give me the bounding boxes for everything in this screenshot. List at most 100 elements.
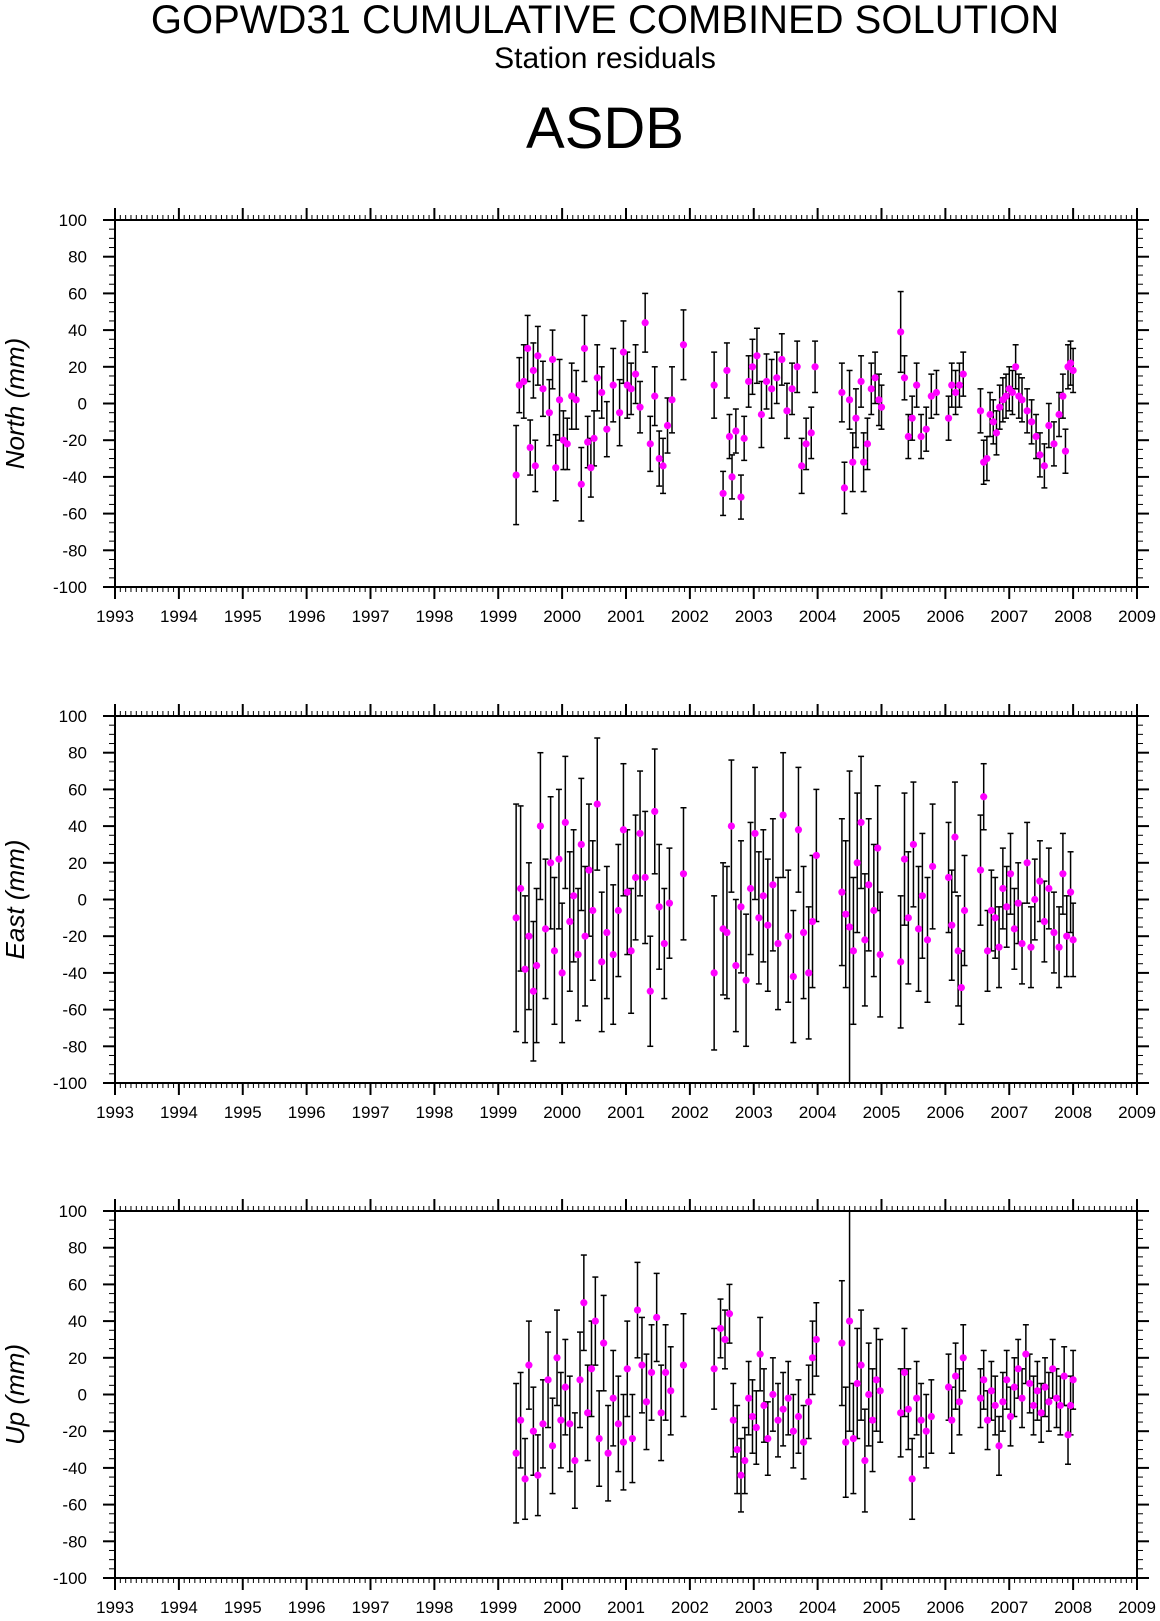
data-point [529,987,537,995]
data-point [764,1434,772,1443]
chart-title: GOPWD31 CUMULATIVE COMBINED SOLUTION [150,0,1060,42]
data-point [614,906,622,915]
x-tick-label: 1993 [96,607,134,626]
data-point [1064,1431,1072,1439]
data-point [748,363,757,371]
data-point [525,1361,533,1369]
data-point [534,1471,542,1479]
data-point [633,1306,642,1314]
data-point [1023,859,1031,867]
data-point [512,914,520,922]
data-point [566,1420,574,1428]
data-point [748,1412,757,1421]
data-point [1055,943,1063,951]
data-point [641,873,649,882]
data-point [842,1438,850,1446]
x-tick-label: 1999 [479,1598,517,1617]
data-point [1018,396,1026,404]
data-point [944,1383,953,1391]
data-point [524,344,532,353]
y-tick-label: -100 [53,1074,87,1093]
data-point [614,1420,622,1428]
data-point [590,434,598,442]
north-panel: 1993 1994 1995 1996 1997 1998 1999 2000 2001 2002… [0,208,1156,626]
data-point [751,829,759,838]
data-point [600,1339,608,1347]
data-point [604,1449,612,1457]
data-point [544,1376,552,1384]
data-point [659,462,667,470]
data-point [1040,917,1048,926]
data-point [1060,1372,1068,1380]
data-point [598,958,606,966]
data-point [631,370,640,378]
data-point [619,1438,628,1446]
data-point [784,932,792,940]
data-point [1012,363,1020,371]
data-point [593,374,601,382]
data-point [636,403,644,411]
data-point [897,1409,905,1417]
y-tick-label: 40 [68,321,87,340]
x-tick-label: 2002 [671,607,709,626]
data-point [877,403,886,411]
data-point [1061,447,1070,455]
data-point [539,1420,547,1428]
data-point [733,1445,741,1454]
data-point [808,917,817,926]
y-tick-label: -60 [62,1496,87,1515]
data-point [808,1354,817,1362]
x-tick-label: 1996 [288,607,326,626]
data-point [547,859,555,867]
data-point [842,910,850,918]
data-point [768,385,776,393]
data-point [1003,903,1011,911]
data-point [520,377,528,386]
data-point [794,826,803,834]
data-point [561,818,569,827]
data-point [948,381,956,389]
data-point [566,917,574,926]
data-point [710,381,718,389]
data-point [908,1475,916,1483]
y-tick-label: 100 [59,211,87,230]
data-point [857,818,865,827]
data-point [857,377,865,386]
data-point [955,1398,964,1406]
data-point [913,1394,921,1402]
data-point [951,388,960,397]
data-point [991,1401,999,1410]
y-tick-label: 60 [68,780,87,799]
data-point [1045,1398,1053,1406]
data-point [807,429,815,437]
data-point [861,936,869,944]
data-point [838,388,846,397]
data-point [555,855,563,863]
data-point [647,1368,656,1377]
data-point [845,1317,854,1325]
data-point [1055,410,1063,419]
data-point [710,1365,718,1373]
data-point [769,1390,777,1399]
data-point [598,388,606,397]
data-point [752,1423,760,1432]
data-point [863,440,872,448]
data-point [995,943,1003,951]
data-point [558,969,566,977]
data-point [849,1434,857,1443]
y-tick-label: -60 [62,505,87,524]
data-point [668,396,676,404]
data-point [948,1416,956,1424]
chart-subtitle: Station residuals [494,42,716,75]
data-point [725,1310,734,1318]
data-point [667,1387,675,1395]
data-point [580,1299,588,1307]
y-tick-label: -40 [62,964,87,983]
data-point [737,903,745,911]
data-point [986,410,994,419]
data-point [1059,870,1067,878]
data-point [665,899,674,907]
data-point [660,939,668,948]
x-tick-label: 2008 [1054,1103,1092,1122]
station-name: ASDB [526,96,684,161]
